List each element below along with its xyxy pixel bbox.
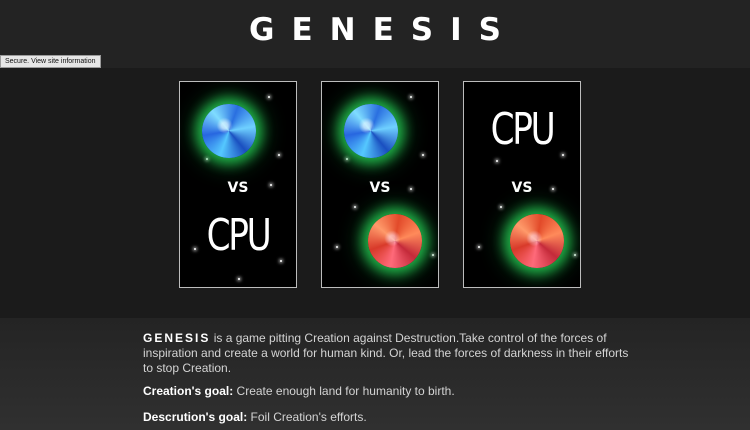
star — [562, 154, 564, 156]
destruction-goal-text: Foil Creation's efforts. — [247, 410, 367, 424]
brand-name: GENESIS — [143, 331, 211, 345]
mode-card-creation-vs-destruction[interactable]: VS — [321, 81, 439, 288]
star — [410, 188, 412, 190]
destruction-goal-label: Descrution's goal: — [143, 410, 248, 424]
star — [268, 96, 270, 98]
star — [278, 154, 280, 156]
star — [410, 96, 412, 98]
cpu-label: CPU — [206, 210, 272, 261]
star — [552, 188, 554, 190]
vs-label: VS — [227, 180, 249, 196]
star — [422, 154, 424, 156]
intro-paragraph: GENESIS is a game pitting Creation again… — [143, 331, 633, 376]
cpu-label: CPU — [490, 104, 556, 155]
destruction-goal: Descrution's goal: Foil Creation's effor… — [143, 410, 633, 425]
star — [280, 260, 282, 262]
star — [354, 206, 356, 208]
star — [478, 246, 480, 248]
description-section — [0, 318, 750, 430]
star — [238, 278, 240, 280]
star — [432, 254, 434, 256]
creation-orb-icon — [344, 104, 398, 158]
creation-goal: Creation's goal: Create enough land for … — [143, 384, 633, 399]
star — [496, 160, 498, 162]
mode-card-creation-vs-cpu[interactable]: VS CPU — [179, 81, 297, 288]
site-info-tooltip: Secure. View site information — [0, 55, 101, 68]
star — [574, 254, 576, 256]
star — [270, 184, 272, 186]
mode-card-cpu-vs-destruction[interactable]: CPU VS — [463, 81, 581, 288]
creation-goal-text: Create enough land for humanity to birth… — [233, 384, 455, 398]
star — [336, 246, 338, 248]
destruction-orb-icon — [368, 214, 422, 268]
destruction-orb-icon — [510, 214, 564, 268]
creation-orb-icon — [202, 104, 256, 158]
intro-text: is a game pitting Creation against Destr… — [143, 331, 629, 375]
star — [500, 206, 502, 208]
vs-label: VS — [511, 180, 533, 196]
vs-label: VS — [369, 180, 391, 196]
star — [206, 158, 208, 160]
star — [194, 248, 196, 250]
creation-goal-label: Creation's goal: — [143, 384, 234, 398]
star — [346, 158, 348, 160]
page-title: GENESIS — [249, 12, 518, 48]
header — [0, 0, 750, 68]
